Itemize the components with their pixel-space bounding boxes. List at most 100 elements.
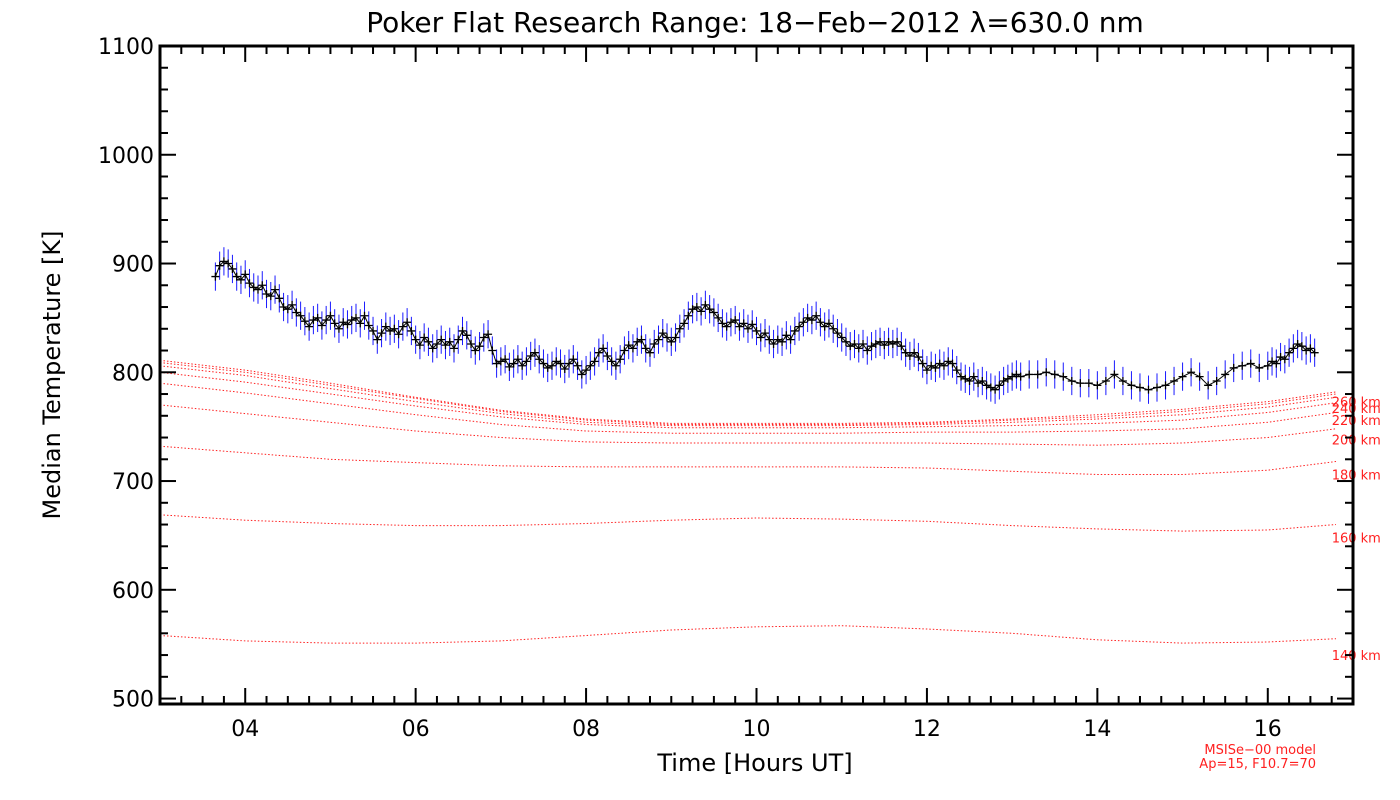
data-point <box>982 381 991 390</box>
data-point <box>931 363 940 372</box>
data-point <box>658 329 667 338</box>
data-point <box>1016 372 1025 381</box>
data-point <box>1118 376 1127 385</box>
model-curve-label: 180 km <box>1332 469 1381 484</box>
data-point <box>599 344 608 353</box>
y-tick-label: 700 <box>112 470 154 495</box>
data-point <box>518 361 527 370</box>
data-point <box>1135 383 1144 392</box>
data-point <box>863 346 872 355</box>
data-point <box>432 340 441 349</box>
data-point <box>675 324 684 333</box>
data-point <box>731 316 740 325</box>
data-point <box>283 305 292 314</box>
data-point <box>812 311 821 320</box>
data-point <box>556 359 565 368</box>
data-point <box>394 330 403 339</box>
model-curve-label: 200 km <box>1332 434 1381 449</box>
data-point <box>756 333 765 342</box>
data-point <box>343 320 352 329</box>
data-point <box>880 341 889 350</box>
data-point <box>637 335 646 344</box>
data-point <box>228 264 237 273</box>
data-point <box>351 313 360 322</box>
data-point <box>492 359 501 368</box>
data-point <box>305 322 314 331</box>
data-point <box>211 272 220 281</box>
data-point <box>1101 376 1110 385</box>
data-point <box>390 324 399 333</box>
data-point <box>1293 340 1302 349</box>
model-curve-label: 260 km <box>1332 396 1381 411</box>
data-point <box>339 318 348 327</box>
data-point <box>526 351 535 360</box>
x-tick-label: 12 <box>913 717 941 742</box>
data-point <box>582 366 591 375</box>
measured-series <box>211 247 1319 404</box>
data-point <box>922 366 931 375</box>
data-point <box>420 333 429 342</box>
data-point <box>795 322 804 331</box>
data-point <box>479 333 488 342</box>
data-point <box>356 319 365 328</box>
data-point <box>1084 379 1093 388</box>
data-point <box>709 308 718 317</box>
y-tick-label: 500 <box>112 688 154 713</box>
data-point <box>833 329 842 338</box>
model-curve <box>159 404 1337 446</box>
data-point <box>995 381 1004 390</box>
data-point <box>876 337 885 346</box>
data-point <box>236 275 245 284</box>
data-point <box>726 318 735 327</box>
data-point <box>586 361 595 370</box>
x-tick-label: 16 <box>1254 717 1282 742</box>
data-point <box>560 365 569 374</box>
data-point <box>939 361 948 370</box>
data-point <box>266 292 275 301</box>
data-point <box>547 361 556 370</box>
data-point <box>415 341 424 350</box>
data-point <box>765 335 774 344</box>
data-point <box>505 362 514 371</box>
x-tick-label: 06 <box>402 717 430 742</box>
data-point <box>330 319 339 328</box>
data-point <box>245 279 254 288</box>
x-axis: 04 06 08 10 12 14 16 <box>159 46 1354 742</box>
model-curve-label: 160 km <box>1332 532 1381 547</box>
data-point <box>381 322 390 331</box>
y-axis: 500 600 700 800 900 1000 1100 <box>98 35 1353 713</box>
data-point <box>816 318 825 327</box>
data-point <box>424 337 433 346</box>
data-point <box>471 346 480 355</box>
data-point <box>1195 372 1204 381</box>
data-point <box>820 322 829 331</box>
data-point <box>1276 353 1285 362</box>
data-point <box>360 311 369 320</box>
data-point <box>645 348 654 357</box>
x-tick-label: 08 <box>572 717 600 742</box>
model-note-line-1: MSISe−00 model <box>1204 743 1316 758</box>
data-point <box>910 348 919 357</box>
y-tick-label: 800 <box>112 361 154 386</box>
data-point <box>1093 381 1102 390</box>
data-point <box>1285 348 1294 357</box>
data-point <box>594 348 603 357</box>
data-point <box>743 324 752 333</box>
data-point <box>398 322 407 331</box>
y-tick-label: 1000 <box>98 144 154 169</box>
data-point <box>543 363 552 372</box>
data-point <box>680 319 689 328</box>
data-point <box>969 372 978 381</box>
data-point <box>279 303 288 312</box>
data-point <box>628 344 637 353</box>
data-point <box>373 335 382 344</box>
data-point <box>232 272 241 281</box>
data-point <box>611 361 620 370</box>
data-point <box>773 335 782 344</box>
model-curve <box>159 625 1337 644</box>
data-point <box>1012 370 1021 379</box>
data-point <box>867 342 876 351</box>
data-point <box>688 305 697 314</box>
data-point <box>654 335 663 344</box>
data-point <box>1238 361 1247 370</box>
